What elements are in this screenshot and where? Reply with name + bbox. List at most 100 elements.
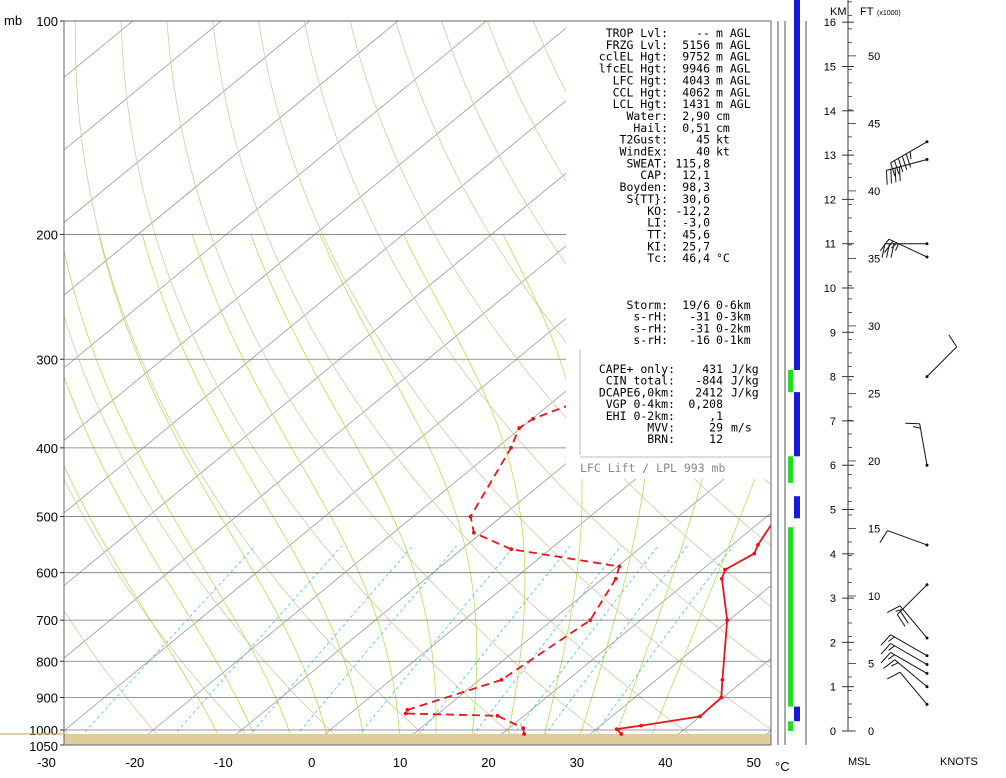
moist-adiabat-line — [64, 465, 224, 745]
dry-adiabat-line — [808, 21, 1006, 745]
index-row-label: KI: — [647, 239, 668, 253]
wind-barb-shaft — [890, 643, 928, 665]
storm-row-unit: 0-6km — [716, 298, 751, 312]
index-row-value: 45,6 — [682, 227, 710, 241]
wind-barb-base — [925, 685, 929, 689]
wind-barb-feather — [900, 611, 909, 624]
km-tick-label: 9 — [830, 327, 836, 339]
dewpoint-point — [617, 564, 622, 569]
index-row-value: 12,1 — [682, 168, 710, 182]
temp-tick-label: 50 — [746, 755, 760, 770]
temp-tick-label: 20 — [481, 755, 495, 770]
lift-note: LFC Lift / LPL 993 mb — [580, 461, 725, 475]
wind-barb-feather — [883, 659, 896, 669]
wind-barb — [887, 671, 929, 706]
dewpoint-point — [929, 48, 933, 52]
wind-barb-feather — [890, 162, 896, 177]
wind-barb-shaft — [890, 634, 928, 657]
height-axis: 0123456789101112131415160510152025303540… — [824, 0, 880, 738]
pressure-tick-label: 900 — [36, 691, 58, 706]
humidity-segment — [794, 496, 800, 519]
index-row-value: 5156 — [682, 38, 710, 52]
ft-tick-label: 15 — [868, 523, 880, 535]
moist-adiabat-line — [403, 234, 526, 745]
pressure-unit-label: mb — [4, 13, 22, 28]
wind-barb-base — [925, 636, 929, 640]
pressure-tick-label: 800 — [36, 654, 58, 669]
wind-barb-feather — [887, 605, 901, 613]
index-row-label: lfcEL Hgt: — [599, 62, 668, 76]
index-row-value: 115,8 — [675, 156, 710, 170]
index-row-label: FRZG Lvl: — [606, 38, 668, 52]
mixing-ratio-line — [410, 545, 571, 745]
dewpoint-point — [509, 445, 513, 450]
dewpoint-point — [495, 713, 500, 718]
km-tick-label: 4 — [830, 549, 836, 561]
index-row-unit: cm — [716, 109, 730, 123]
index-row-unit: m AGL — [716, 50, 751, 64]
humidity-segment — [788, 527, 793, 707]
temperature-point — [756, 542, 760, 547]
wind-barb-feather — [880, 634, 891, 646]
isotherm-line — [64, 21, 222, 151]
storm-row-value: -16 — [689, 333, 710, 347]
isotherm-line — [64, 149, 771, 732]
temp-unit-label: °C — [775, 759, 790, 774]
index-row-value: 9946 — [682, 62, 710, 76]
wind-barb-shaft — [887, 530, 928, 546]
index-row-unit: kt — [716, 133, 730, 147]
isotherm-line — [0, 21, 44, 745]
dewpoint-point — [405, 708, 410, 712]
cape-row-unit: J/kg — [731, 374, 759, 388]
wind-barb-shaft — [919, 423, 928, 466]
wind-barb — [890, 140, 929, 177]
wind-barb-shaft — [890, 141, 928, 164]
index-row-value: 45 — [696, 133, 710, 147]
dewpoint-point — [521, 726, 526, 730]
index-row-value: -3,0 — [682, 216, 710, 230]
cape-row-value: 431 — [702, 362, 723, 376]
ft-tick-label: 35 — [868, 253, 880, 265]
dewpoint-point — [499, 678, 504, 682]
isotherm-line — [64, 21, 487, 369]
dewpoint-point — [522, 732, 526, 736]
pressure-tick-label: 700 — [36, 613, 58, 628]
cape-row-value: 0,208 — [688, 397, 723, 411]
index-row-unit: m AGL — [716, 26, 751, 40]
dry-adiabat-line — [395, 21, 771, 547]
dry-adiabat-line — [64, 609, 167, 745]
moist-adiabat-line — [319, 234, 478, 745]
wind-barb-feather — [879, 238, 890, 251]
cape-row-label: CIN total: — [606, 374, 675, 388]
index-row-unit: m AGL — [716, 38, 751, 52]
wind-barb-shaft — [899, 605, 928, 639]
ft-tick-label: 50 — [868, 51, 880, 63]
isotherm-line — [64, 21, 399, 296]
km-tick-label: 11 — [825, 239, 836, 251]
wind-barb-base — [925, 663, 929, 667]
temperature-point — [878, 417, 882, 421]
pressure-tick-label: 1050 — [29, 739, 58, 754]
index-row-label: Tc: — [647, 251, 668, 265]
isotherm-line — [64, 21, 575, 441]
index-row-unit: m AGL — [716, 97, 751, 111]
wind-barb-feather — [888, 645, 895, 651]
index-row-value: 2,90 — [682, 109, 710, 123]
km-tick-label: 3 — [830, 593, 836, 605]
wind-barb-base — [925, 255, 929, 259]
temperature-point — [720, 576, 724, 581]
index-row-value: 1431 — [682, 97, 710, 111]
wind-barb-shaft — [890, 651, 928, 674]
temp-tick-label: -20 — [126, 755, 145, 770]
temp-tick-label: -30 — [37, 755, 56, 770]
dewpoint-point — [588, 618, 593, 623]
wind-barb-feather — [901, 155, 908, 170]
humidity-segment — [788, 456, 793, 483]
wind-barb — [880, 634, 929, 658]
index-row-label: Boyden: — [620, 180, 668, 194]
dry-adiabat-line — [945, 21, 1006, 745]
km-tick-label: 0 — [830, 726, 836, 738]
storm-row-label: s-rH: — [633, 333, 668, 347]
